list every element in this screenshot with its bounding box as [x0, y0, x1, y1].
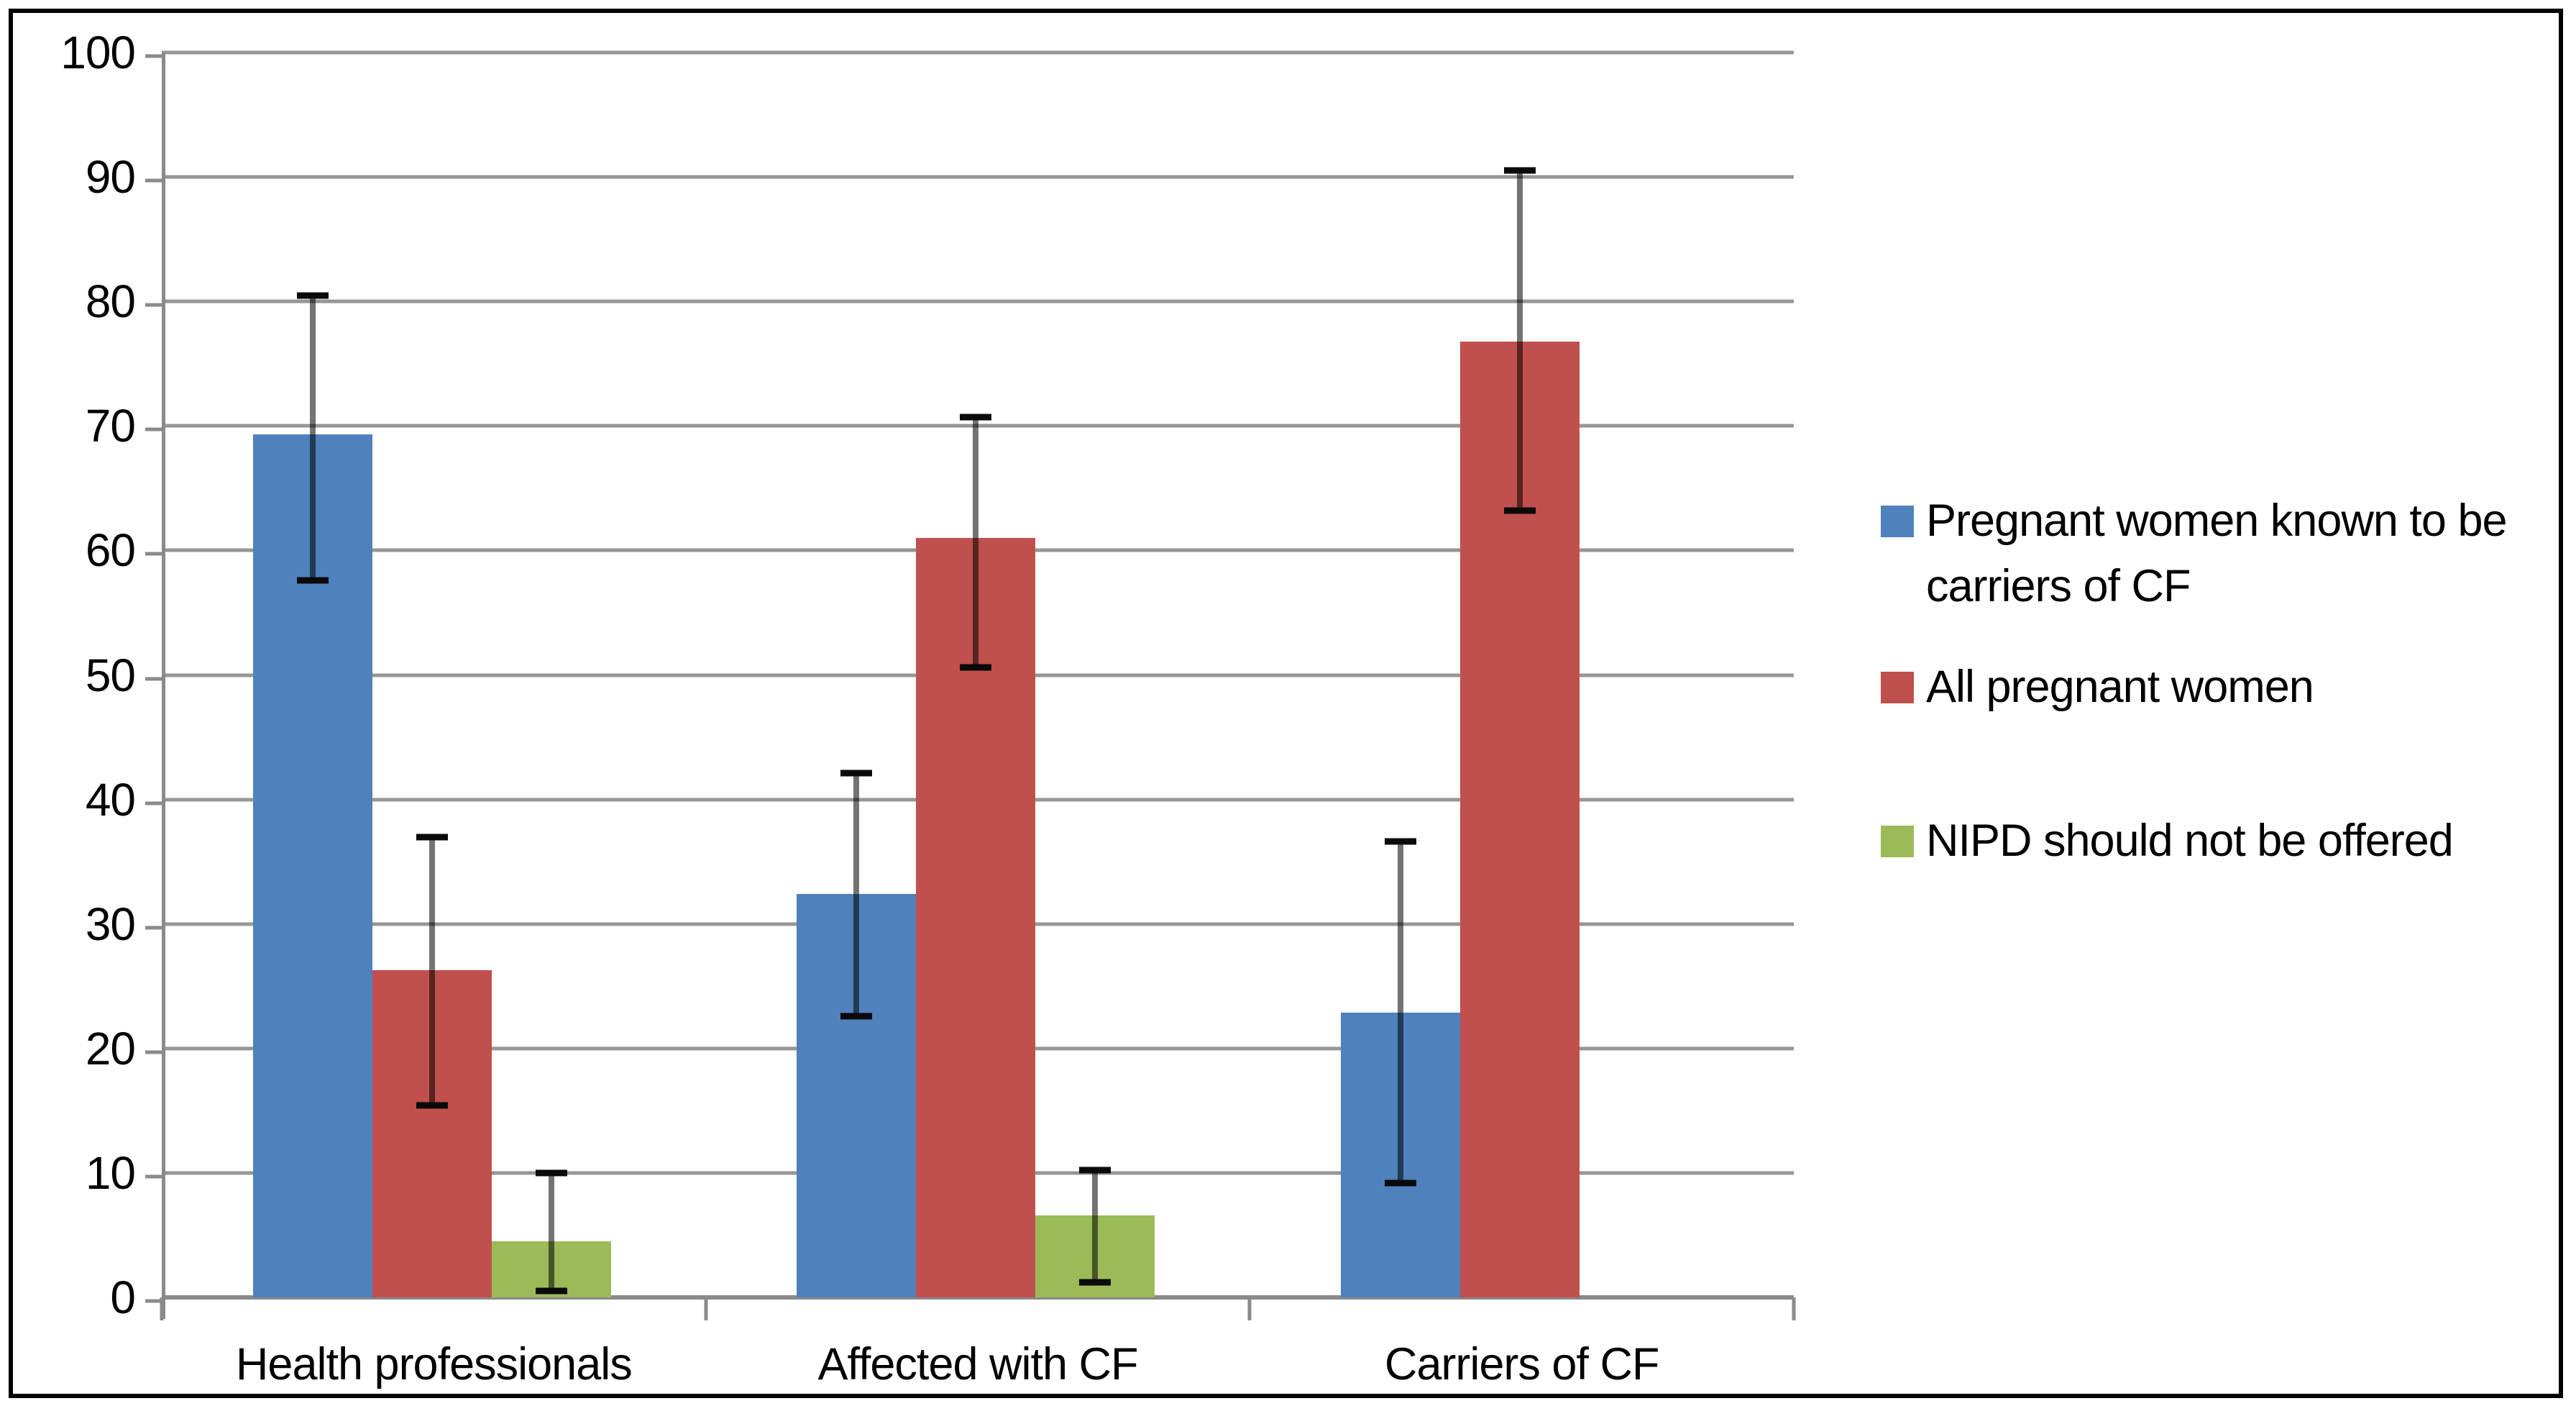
error-bar-cap	[960, 664, 992, 671]
error-bar-line	[853, 773, 860, 1016]
y-tick-label: 90	[85, 151, 136, 204]
plot-area	[162, 50, 1794, 1300]
error-bar-cap	[1384, 838, 1416, 845]
legend-swatch	[1881, 506, 1914, 537]
y-tick-label: 20	[85, 1022, 136, 1074]
legend-item: NIPD should not be offered	[1881, 808, 2454, 874]
error-bar-cap	[1384, 1179, 1416, 1187]
error-bar-cap	[535, 1287, 567, 1295]
error-bar-cap	[535, 1169, 567, 1177]
y-tick-label: 100	[60, 27, 136, 78]
error-bar-cap	[1503, 167, 1536, 174]
y-tick-label: 70	[85, 400, 136, 452]
legend-swatch	[1881, 826, 1914, 857]
legend-label: Pregnant women known to be carriers of CF	[1926, 488, 2508, 619]
gridline	[162, 175, 1794, 179]
legend-item: Pregnant women known to be carriers of CF	[1881, 488, 2508, 619]
bar-group	[706, 53, 1250, 1297]
x-axis-line	[162, 1295, 1794, 1300]
y-tick-mark	[145, 552, 162, 556]
error-bar-line	[1092, 1170, 1099, 1283]
y-axis-line	[162, 53, 165, 1319]
category-label: Carriers of CF	[1384, 1339, 1660, 1389]
legend-label-line: All pregnant women	[1926, 662, 2314, 712]
legend-item: All pregnant women	[1881, 654, 2314, 720]
error-bar-cap	[1503, 507, 1536, 514]
legend-label-line: Pregnant women known to be	[1926, 496, 2508, 546]
y-tick-mark	[145, 427, 162, 432]
y-tick-mark	[145, 1050, 162, 1054]
y-tick-label: 10	[85, 1146, 136, 1199]
y-tick-label: 0	[110, 1272, 136, 1323]
y-tick-label: 80	[85, 275, 136, 328]
y-tick-label: 50	[85, 649, 136, 701]
legend-label: NIPD should not be offered	[1926, 808, 2454, 874]
error-bar-cap	[296, 577, 329, 584]
y-tick-mark	[145, 801, 162, 805]
y-tick-mark	[145, 926, 162, 930]
category-boundary-ticks	[160, 1297, 1796, 1322]
category-label: Health professionals	[235, 1339, 633, 1389]
y-tick-label: 40	[85, 773, 136, 826]
y-tick-mark	[145, 54, 162, 58]
y-tick-label: 30	[85, 898, 136, 950]
gridline	[162, 299, 1794, 303]
category-tick-mark	[704, 1297, 708, 1320]
y-tick-mark	[145, 303, 162, 307]
error-bar-line	[309, 295, 316, 580]
category-tick-mark	[1792, 1297, 1796, 1320]
error-bar-line	[1397, 841, 1403, 1183]
bar-group	[162, 53, 706, 1297]
error-bar-cap	[840, 1013, 873, 1020]
legend-label: All pregnant women	[1926, 654, 2314, 720]
error-bar-line	[973, 417, 979, 668]
error-bar-line	[548, 1172, 554, 1292]
legend-swatch	[1881, 672, 1914, 703]
chart-frame-border: 0 10 20 30 40 50 60 70 80 90 100 Health profession…	[9, 9, 2563, 1398]
error-bar-cap	[1079, 1167, 1111, 1174]
gridline	[162, 50, 1794, 55]
error-bar-cap	[960, 414, 992, 421]
category-label: Affected with CF	[817, 1339, 1138, 1389]
category-tick-mark	[1247, 1297, 1252, 1320]
y-tick-mark	[145, 677, 162, 680]
error-bar-line	[1516, 170, 1523, 511]
y-tick-mark	[145, 1299, 162, 1303]
y-tick-label: 60	[85, 524, 136, 577]
error-bar-line	[428, 836, 435, 1106]
y-tick-mark	[145, 1174, 162, 1179]
error-bar-cap	[840, 770, 873, 777]
error-bar-cap	[296, 292, 329, 299]
y-axis-labels: 0 10 20 30 40 50 60 70 80 90 100	[27, 29, 136, 1320]
error-bar-cap	[1079, 1279, 1111, 1286]
error-bar-cap	[416, 1102, 448, 1109]
category-tick-mark	[160, 1297, 164, 1320]
error-bar-cap	[416, 834, 448, 841]
legend-label-line: NIPD should not be offered	[1926, 816, 2454, 866]
legend-label-line: carriers of CF	[1926, 561, 2191, 611]
y-tick-mark	[145, 178, 162, 183]
bar-group	[1250, 53, 1794, 1297]
